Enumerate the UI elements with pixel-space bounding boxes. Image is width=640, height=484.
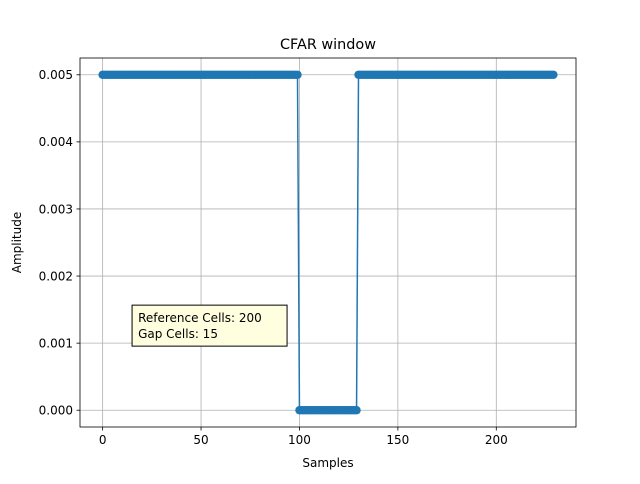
x-tick-label: 150 [386, 433, 409, 447]
y-tick-label: 0.000 [39, 404, 73, 418]
annotation-reference-cells: Reference Cells: 200 [138, 311, 262, 325]
annotation-gap-cells: Gap Cells: 15 [138, 327, 218, 341]
series-markers [98, 70, 558, 415]
data-point [293, 70, 302, 79]
plot-frame [79, 57, 577, 428]
y-tick-label: 0.003 [39, 202, 73, 216]
y-tick-label: 0.002 [39, 269, 73, 283]
data-point [352, 406, 361, 415]
x-tick-label: 0 [99, 433, 107, 447]
chart-title: CFAR window [280, 37, 376, 53]
y-tick-label: 0.004 [39, 135, 73, 149]
x-tick-label: 50 [193, 433, 208, 447]
x-axis-label: Samples [302, 456, 353, 470]
y-axis-label: Amplitude [10, 212, 24, 274]
annotation-box: Reference Cells: 200 Gap Cells: 15 [131, 304, 288, 347]
x-tick-label: 100 [288, 433, 311, 447]
data-point [549, 70, 558, 79]
annotation-background [131, 304, 288, 347]
x-axis-ticks: 0 50 100 150 200 [99, 427, 508, 447]
y-tick-label: 0.005 [39, 68, 73, 82]
x-tick-label: 200 [485, 433, 508, 447]
y-tick-label: 0.001 [39, 336, 73, 350]
y-axis-ticks: 0.000 0.001 0.002 0.003 0.004 0.005 [39, 68, 80, 418]
